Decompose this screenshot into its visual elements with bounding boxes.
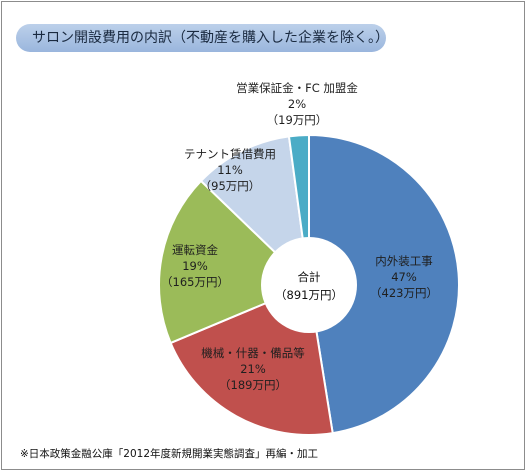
footnote: ※日本政策金融公庫「2012年度新規開業実態調査」再編・加工 [20,448,319,460]
chart-title: サロン開設費用の内訳（不動産を購入した企業を除く。） [16,24,389,52]
slice-label-interior-exterior-work-amount: （423万円） [370,286,438,300]
slice-label-deposit-fc-fee-name: 営業保証金・FC 加盟金 [236,81,358,95]
pie-slice-interior-exterior-work [308,133,460,435]
slice-label-working-capital-name: 運転資金 [172,243,218,257]
slice-label-working-capital-amount: （165万円） [161,275,229,289]
slice-label-working-capital-percent: 19% [182,259,208,273]
slice-label-equipment-name: 機械・什器・備品等 [201,346,305,360]
slice-label-equipment-percent: 21% [240,362,266,376]
slice-label-equipment-amount: （189万円） [219,378,287,392]
slice-label-tenant-rent-amount: （95万円） [200,179,261,193]
center-hole [261,237,357,333]
center-label: 合計 [298,270,321,284]
slice-label-tenant-rent-name: テナント賃借費用 [184,147,276,161]
slice-label-interior-exterior-work-percent: 47% [391,270,417,284]
slice-label-interior-exterior-work-name: 内外装工事 [375,254,433,268]
slice-label-deposit-fc-fee-amount: （19万円） [267,113,328,127]
slice-label-tenant-rent-percent: 11% [217,163,243,177]
pie-slice-working-capital [158,179,311,345]
center-value: （891万円） [275,288,343,302]
slice-label-deposit-fc-fee-percent: 2% [288,97,306,111]
